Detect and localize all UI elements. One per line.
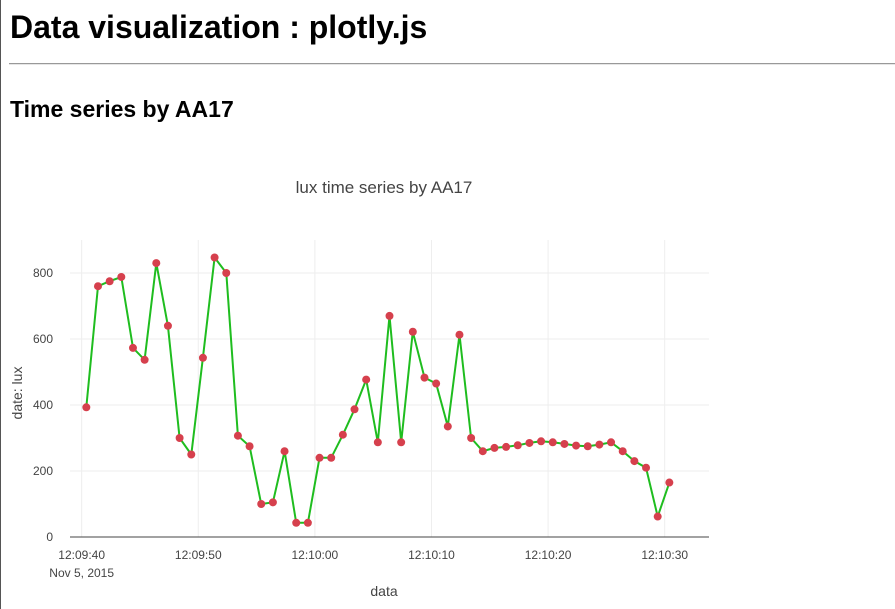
y-tick-label: 800 (33, 266, 53, 280)
y-tick-label: 0 (46, 530, 53, 544)
data-point[interactable] (537, 437, 546, 446)
data-point[interactable] (583, 442, 592, 451)
data-point[interactable] (93, 282, 102, 291)
data-point[interactable] (117, 272, 126, 281)
x-tick-date-label: Nov 5, 2015 (49, 566, 114, 580)
data-point[interactable] (385, 311, 394, 320)
data-point[interactable] (292, 518, 301, 527)
data-point[interactable] (338, 430, 347, 439)
data-point[interactable] (548, 438, 557, 447)
data-point[interactable] (607, 438, 616, 447)
data-point[interactable] (245, 442, 254, 451)
series-markers (82, 253, 674, 527)
data-point[interactable] (210, 253, 219, 262)
y-axis-ticks: 0 200 400 600 800 (33, 266, 53, 544)
data-point[interactable] (233, 431, 242, 440)
y-tick-label: 200 (33, 464, 53, 478)
data-point[interactable] (455, 330, 464, 339)
data-point[interactable] (560, 439, 569, 448)
y-tick-label: 400 (33, 398, 53, 412)
data-point[interactable] (315, 453, 324, 462)
left-border (0, 0, 1, 609)
data-point[interactable] (105, 277, 114, 286)
data-point[interactable] (467, 434, 476, 442)
data-point[interactable] (432, 379, 441, 388)
data-point[interactable] (618, 447, 627, 456)
data-point[interactable] (268, 498, 277, 507)
lux-time-series-chart[interactable]: lux time series by AA17 0 200 400 600 800 12… (0, 160, 895, 609)
data-point[interactable] (303, 518, 312, 527)
data-point[interactable] (420, 373, 429, 382)
data-point[interactable] (163, 321, 172, 330)
data-point[interactable] (198, 353, 207, 362)
section-title: Time series by AA17 (10, 96, 234, 122)
y-axis-title: date: lux (9, 367, 25, 420)
data-point[interactable] (595, 440, 604, 449)
data-point[interactable] (373, 438, 382, 447)
x-tick-label: 12:09:50 (175, 548, 222, 562)
y-tick-label: 600 (33, 332, 53, 346)
series-line[interactable] (85, 254, 671, 524)
x-tick-label: 12:10:20 (525, 548, 572, 562)
data-point[interactable] (222, 269, 231, 277)
page-title: Data visualization : plotly.js (10, 9, 428, 45)
data-point[interactable] (502, 442, 511, 451)
data-point[interactable] (128, 343, 137, 352)
data-point[interactable] (490, 443, 499, 452)
x-tick-label: 12:10:00 (292, 548, 339, 562)
data-point[interactable] (350, 405, 359, 414)
data-point[interactable] (408, 327, 417, 336)
chart-grid (70, 240, 709, 537)
x-axis-ticks: 12:09:40 Nov 5, 2015 12:09:50 12:10:00 12:10… (49, 548, 688, 580)
data-point[interactable] (513, 441, 522, 450)
data-point[interactable] (653, 512, 662, 521)
data-point[interactable] (327, 453, 336, 462)
data-point[interactable] (257, 500, 266, 508)
x-tick-label: 12:09:40 (58, 548, 105, 562)
data-point[interactable] (187, 450, 196, 459)
data-point[interactable] (397, 438, 406, 447)
x-axis-title: data (370, 583, 397, 599)
data-point[interactable] (152, 259, 161, 268)
data-point[interactable] (630, 457, 639, 466)
data-point[interactable] (642, 463, 651, 472)
data-point[interactable] (665, 478, 674, 487)
chart-title: lux time series by AA17 (296, 178, 473, 197)
data-point[interactable] (478, 447, 487, 456)
data-point[interactable] (362, 375, 371, 384)
data-point[interactable] (140, 355, 149, 364)
x-tick-label: 12:10:30 (641, 548, 688, 562)
data-point[interactable] (82, 403, 91, 412)
x-tick-label: 12:10:10 (408, 548, 455, 562)
data-point[interactable] (443, 422, 452, 431)
data-point[interactable] (572, 441, 581, 450)
data-point[interactable] (175, 434, 184, 442)
data-point[interactable] (525, 438, 534, 447)
data-point[interactable] (280, 447, 289, 456)
title-divider (9, 63, 895, 65)
